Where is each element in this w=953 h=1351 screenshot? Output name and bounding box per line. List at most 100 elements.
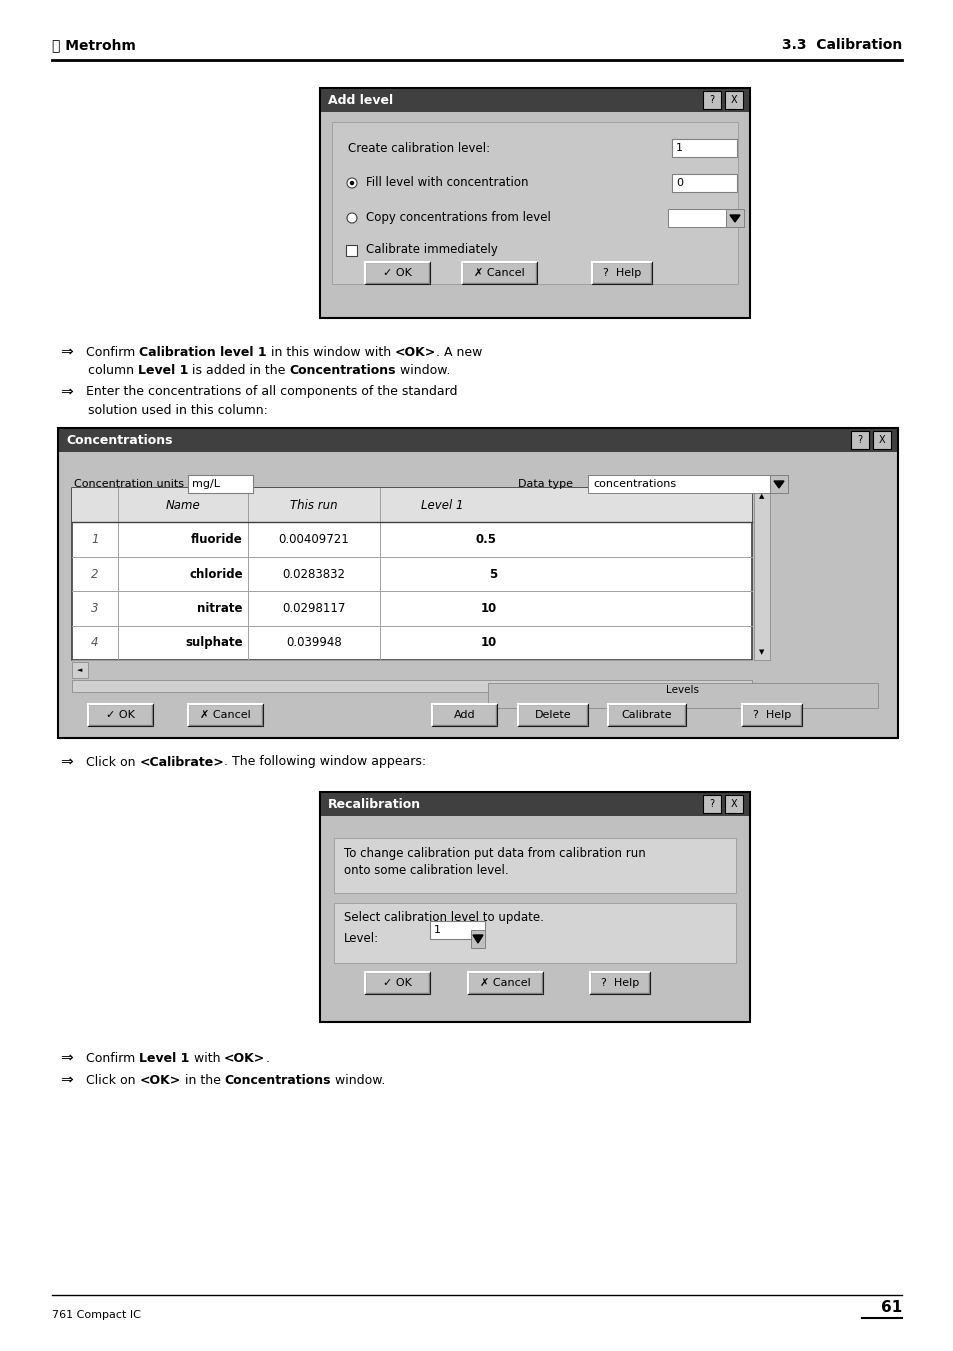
Text: ?: ? xyxy=(857,435,862,444)
Bar xyxy=(334,838,735,893)
Bar xyxy=(334,902,735,963)
Text: ✗ Cancel: ✗ Cancel xyxy=(200,711,251,720)
Text: ✓ OK: ✓ OK xyxy=(106,711,134,720)
Bar xyxy=(346,245,357,255)
Text: 1: 1 xyxy=(434,925,440,935)
Bar xyxy=(365,971,430,994)
Bar xyxy=(587,476,787,493)
Text: This run: This run xyxy=(290,499,337,512)
Text: 0: 0 xyxy=(676,178,682,188)
Bar xyxy=(488,684,877,708)
Bar xyxy=(432,704,497,725)
Text: ?  Help: ? Help xyxy=(600,978,639,988)
Bar xyxy=(188,704,263,725)
Circle shape xyxy=(347,213,356,223)
Text: <OK>: <OK> xyxy=(224,1051,265,1065)
Text: 10: 10 xyxy=(480,636,497,650)
Bar xyxy=(332,122,738,284)
Text: column: column xyxy=(88,363,138,377)
Bar xyxy=(592,262,651,284)
Text: Calibrate: Calibrate xyxy=(621,711,672,720)
Text: Name: Name xyxy=(166,499,200,512)
Circle shape xyxy=(347,178,356,188)
Text: Add: Add xyxy=(454,711,475,720)
Text: ◄: ◄ xyxy=(77,667,83,673)
Bar xyxy=(671,139,737,157)
Text: 4: 4 xyxy=(91,636,99,650)
Text: Recalibration: Recalibration xyxy=(328,797,420,811)
Text: Delete: Delete xyxy=(534,711,571,720)
Text: Create calibration level:: Create calibration level: xyxy=(348,142,490,154)
Text: ⇒: ⇒ xyxy=(60,1051,72,1066)
Text: ⇒: ⇒ xyxy=(60,754,72,770)
Text: 0.5: 0.5 xyxy=(476,534,497,546)
Text: 5: 5 xyxy=(488,567,497,581)
Text: in the: in the xyxy=(180,1074,224,1086)
Bar xyxy=(724,91,742,109)
Text: onto some calibration level.: onto some calibration level. xyxy=(344,863,508,877)
Bar xyxy=(741,704,801,725)
Bar xyxy=(872,431,890,449)
Bar xyxy=(667,209,738,227)
Text: sulphate: sulphate xyxy=(185,636,243,650)
Text: Concentrations: Concentrations xyxy=(66,434,172,446)
Text: Enter the concentrations of all components of the standard: Enter the concentrations of all componen… xyxy=(86,385,457,399)
Text: Ⓜ Metrohm: Ⓜ Metrohm xyxy=(52,38,135,51)
Text: 2: 2 xyxy=(91,567,99,581)
Text: 0.0283832: 0.0283832 xyxy=(282,567,345,581)
Text: Click on: Click on xyxy=(86,1074,139,1086)
Text: Click on: Click on xyxy=(86,755,139,769)
Bar xyxy=(517,704,587,725)
Bar xyxy=(58,453,897,738)
Text: ⇒: ⇒ xyxy=(60,385,72,400)
Bar xyxy=(607,704,685,725)
Text: Data type: Data type xyxy=(517,480,573,489)
Text: is added in the: is added in the xyxy=(188,363,290,377)
Bar xyxy=(702,794,720,813)
Text: Level 1: Level 1 xyxy=(421,499,463,512)
Text: 0.0298117: 0.0298117 xyxy=(282,603,345,615)
Text: .: . xyxy=(265,1051,269,1065)
Text: ✗ Cancel: ✗ Cancel xyxy=(479,978,530,988)
Bar xyxy=(724,794,742,813)
Text: Level 1: Level 1 xyxy=(139,1051,190,1065)
Text: Calibration level 1: Calibration level 1 xyxy=(139,346,267,358)
Text: 0.039948: 0.039948 xyxy=(286,636,341,650)
Text: ⇒: ⇒ xyxy=(60,345,72,359)
Bar xyxy=(71,488,751,523)
Text: 3.3  Calibration: 3.3 Calibration xyxy=(781,38,901,51)
Bar xyxy=(319,112,749,317)
Bar xyxy=(319,792,749,1021)
Bar xyxy=(319,88,749,112)
Text: ?  Help: ? Help xyxy=(602,267,640,278)
Bar xyxy=(769,476,787,493)
Bar xyxy=(58,428,897,738)
Text: concentrations: concentrations xyxy=(593,480,676,489)
Circle shape xyxy=(350,181,354,185)
Text: Levels: Levels xyxy=(666,685,699,694)
Text: Select calibration level to update.: Select calibration level to update. xyxy=(344,911,543,924)
Text: . A new: . A new xyxy=(436,346,482,358)
Text: Concentrations: Concentrations xyxy=(224,1074,331,1086)
Text: solution used in this column:: solution used in this column: xyxy=(88,404,268,416)
Text: ?: ? xyxy=(709,95,714,105)
Bar xyxy=(671,174,737,192)
Bar xyxy=(319,88,749,317)
Text: ✓ OK: ✓ OK xyxy=(383,978,412,988)
Text: Level:: Level: xyxy=(344,932,378,946)
Bar xyxy=(88,704,152,725)
Text: window.: window. xyxy=(395,363,450,377)
Text: Concentration units: Concentration units xyxy=(74,480,184,489)
Text: X: X xyxy=(730,95,737,105)
Text: 3: 3 xyxy=(91,603,99,615)
Text: Add level: Add level xyxy=(328,93,393,107)
Polygon shape xyxy=(473,935,482,943)
Bar xyxy=(461,262,537,284)
Bar xyxy=(753,488,769,661)
Polygon shape xyxy=(773,481,783,488)
Bar xyxy=(58,428,897,453)
Text: window.: window. xyxy=(331,1074,385,1086)
Bar xyxy=(319,816,749,1021)
Bar xyxy=(71,662,88,678)
Bar xyxy=(589,971,649,994)
